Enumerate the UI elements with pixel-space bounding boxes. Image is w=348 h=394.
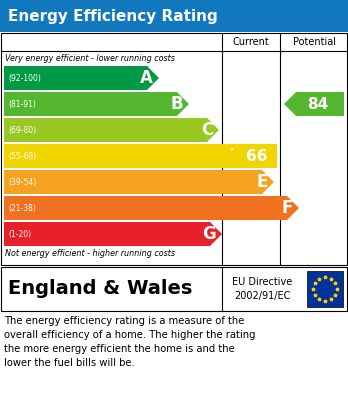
- Polygon shape: [4, 66, 159, 90]
- Text: 84: 84: [307, 97, 329, 112]
- Text: A: A: [140, 69, 153, 87]
- Text: (55-68): (55-68): [8, 152, 36, 160]
- Text: Energy Efficiency Rating: Energy Efficiency Rating: [8, 9, 218, 24]
- Polygon shape: [284, 92, 344, 116]
- Text: G: G: [202, 225, 216, 243]
- Text: Not energy efficient - higher running costs: Not energy efficient - higher running co…: [5, 249, 175, 258]
- Polygon shape: [4, 92, 189, 116]
- Text: B: B: [171, 95, 183, 113]
- Text: E: E: [256, 173, 268, 191]
- Text: (69-80): (69-80): [8, 126, 36, 134]
- Text: (1-20): (1-20): [8, 229, 31, 238]
- Text: (39-54): (39-54): [8, 178, 36, 186]
- Polygon shape: [4, 222, 222, 246]
- Polygon shape: [226, 144, 277, 168]
- Text: Current: Current: [232, 37, 269, 47]
- Polygon shape: [4, 196, 299, 220]
- Text: C: C: [201, 121, 213, 139]
- Text: England & Wales: England & Wales: [8, 279, 192, 299]
- Text: Potential: Potential: [293, 37, 335, 47]
- Text: D: D: [229, 147, 243, 165]
- Text: (21-38): (21-38): [8, 203, 36, 212]
- Bar: [307, 271, 343, 307]
- Text: (81-91): (81-91): [8, 100, 36, 108]
- Bar: [0, 0, 348, 32]
- Bar: [1, 267, 347, 311]
- Polygon shape: [4, 170, 274, 194]
- Bar: [1, 33, 347, 265]
- Text: The energy efficiency rating is a measure of the
overall efficiency of a home. T: The energy efficiency rating is a measur…: [4, 316, 255, 368]
- Text: F: F: [282, 199, 293, 217]
- Polygon shape: [4, 118, 219, 142]
- Text: 66: 66: [246, 149, 268, 164]
- Text: Very energy efficient - lower running costs: Very energy efficient - lower running co…: [5, 54, 175, 63]
- Text: EU Directive
2002/91/EC: EU Directive 2002/91/EC: [232, 277, 292, 301]
- Text: (92-100): (92-100): [8, 74, 41, 82]
- Polygon shape: [4, 144, 249, 168]
